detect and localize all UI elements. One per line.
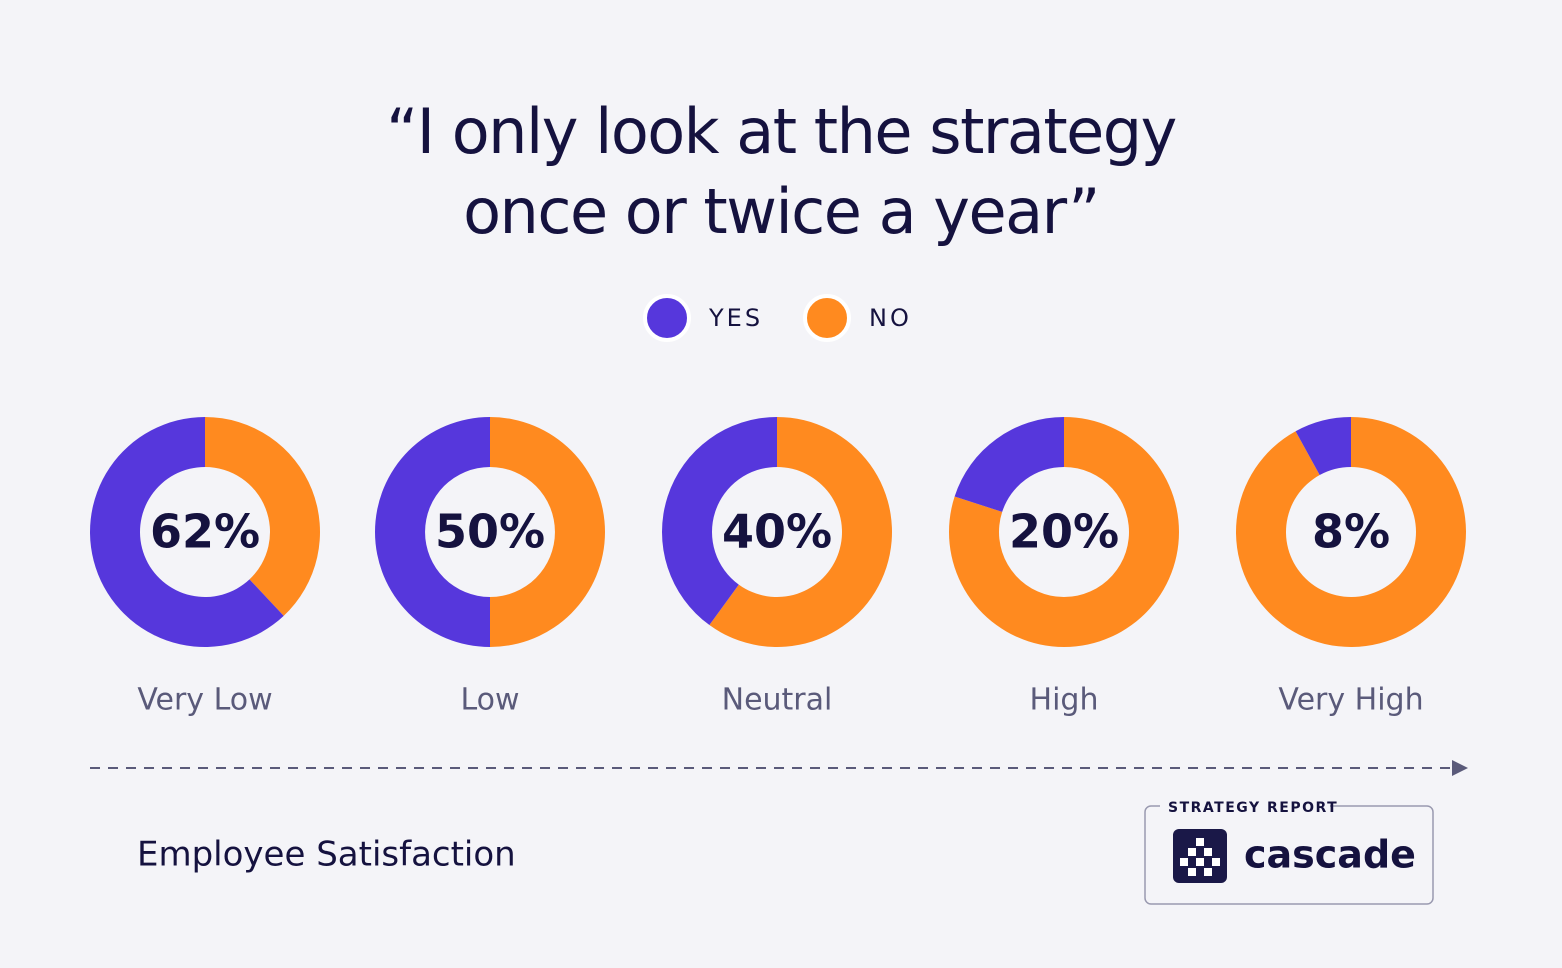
chart-title: once or twice a year” <box>463 175 1099 248</box>
chart-title: “I only look at the strategy <box>386 95 1176 168</box>
donut-segment <box>662 417 777 626</box>
donut-segment <box>709 417 892 647</box>
value-label: 40% <box>722 505 832 559</box>
legend-swatch <box>803 294 851 342</box>
icon-bg <box>1173 829 1227 883</box>
donut-segment <box>948 417 1180 647</box>
x-axis-label: Employee Satisfaction <box>137 835 516 875</box>
category-label: Very High <box>1278 683 1423 718</box>
value-label: 8% <box>1312 505 1390 559</box>
value-label: 62% <box>150 505 260 559</box>
category-label: Low <box>460 683 519 718</box>
donut-segment <box>954 417 1064 512</box>
badge-gap <box>1160 796 1330 816</box>
badge-icon <box>1173 829 1227 883</box>
category-label: Very Low <box>137 683 272 718</box>
icon-dots <box>1180 838 1220 876</box>
axis-arrow-head <box>1452 760 1468 776</box>
donut-segment <box>1295 417 1351 476</box>
badge-label: STRATEGY REPORT <box>1168 800 1338 816</box>
badge-brand: cascade <box>1244 833 1416 877</box>
donut-segment <box>205 417 321 616</box>
donut-segment <box>375 417 490 647</box>
value-label: 20% <box>1009 505 1119 559</box>
donut-segment <box>90 416 284 647</box>
value-label: 50% <box>435 505 545 559</box>
category-label: High <box>1030 683 1099 718</box>
legend-label: NO <box>869 304 912 332</box>
donut-segment <box>1235 417 1466 647</box>
legend-swatch <box>643 294 691 342</box>
legend-label: YES <box>708 304 763 332</box>
category-label: Neutral <box>722 683 833 718</box>
donut-segment <box>490 417 605 647</box>
